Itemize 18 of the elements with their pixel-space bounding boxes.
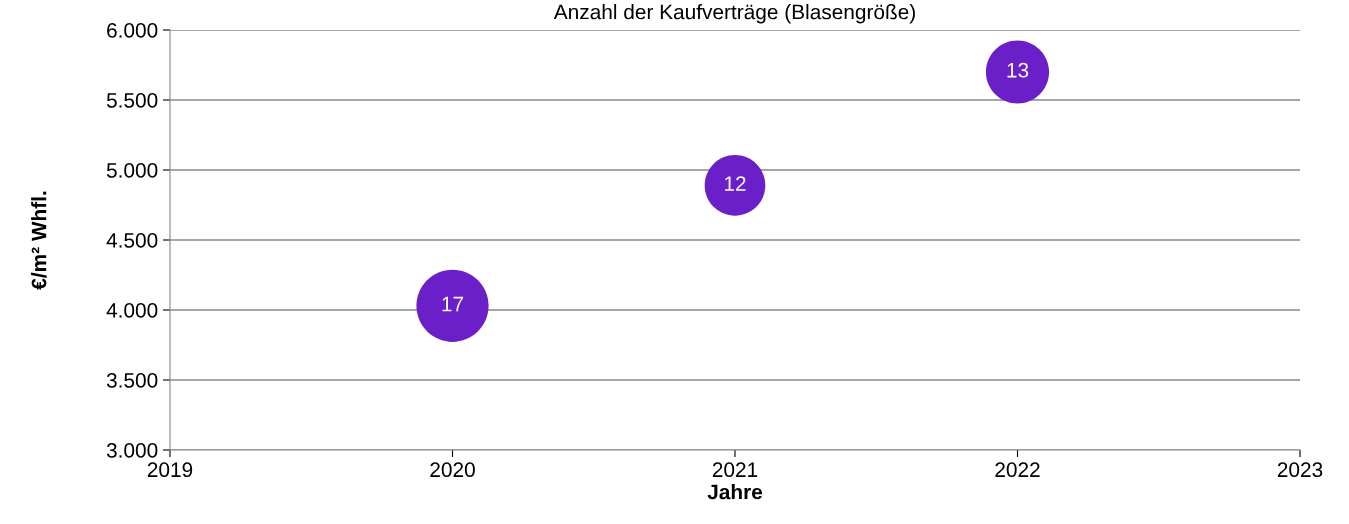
y-axis-title: €/m² Whfl. [31,191,47,290]
data-label: 13 [1007,62,1029,78]
y-tick-label: 5.500 [106,93,158,108]
y-tick-label: 3.000 [106,443,158,458]
x-tick-label: 2021 [712,462,758,478]
x-tick-label: 2019 [147,462,193,478]
chart-title: Anzahl der Kaufverträge (Blasengröße) [553,4,915,24]
y-tick-label: 6.000 [107,23,158,38]
x-tick-label: 2022 [995,462,1040,478]
y-tick-label: 4.500 [106,233,158,248]
y-tick-label: 5.000 [106,163,158,178]
y-tick-label: 4.000 [106,303,158,318]
data-label: 17 [442,296,464,312]
x-axis-title: Jahre [707,484,763,500]
data-label: 12 [725,176,746,191]
y-tick-label: 3.500 [106,373,158,388]
x-tick-label: 2020 [430,462,475,478]
x-tick-label: 2023 [1277,462,1323,478]
